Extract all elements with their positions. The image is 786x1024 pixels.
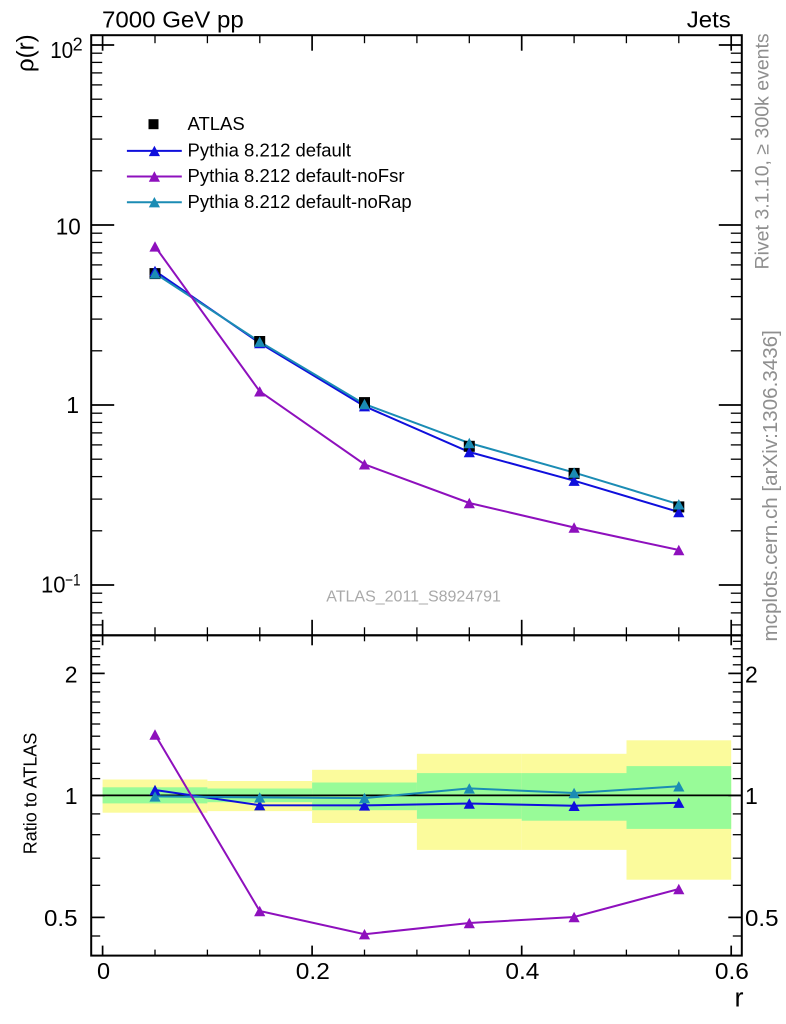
svg-text:Pythia 8.212 default-noRap: Pythia 8.212 default-noRap [188, 191, 412, 212]
svg-text:2: 2 [745, 662, 758, 688]
svg-text:r: r [735, 983, 744, 1013]
svg-text:0.6: 0.6 [715, 958, 749, 984]
svg-text:1: 1 [66, 392, 79, 418]
svg-text:0.5: 0.5 [745, 905, 779, 931]
svg-text:10: 10 [50, 37, 73, 63]
svg-text:Pythia 8.212 default-noFsr: Pythia 8.212 default-noFsr [188, 165, 405, 186]
svg-text:Ratio to ATLAS: Ratio to ATLAS [21, 733, 41, 855]
svg-text:Pythia 8.212 default: Pythia 8.212 default [188, 140, 352, 161]
svg-text:0.5: 0.5 [44, 905, 78, 931]
svg-text:2: 2 [73, 35, 83, 55]
svg-text:7000 GeV pp: 7000 GeV pp [102, 7, 244, 33]
svg-text:Jets: Jets [687, 7, 731, 33]
svg-text:ρ(r): ρ(r) [13, 34, 40, 72]
svg-text:ATLAS_2011_S8924791: ATLAS_2011_S8924791 [326, 589, 501, 606]
svg-text:0.4: 0.4 [505, 958, 539, 984]
svg-text:10: 10 [56, 214, 81, 240]
svg-text:1: 1 [745, 783, 758, 809]
svg-text:1: 1 [65, 783, 78, 809]
svg-text:0: 0 [97, 958, 110, 984]
svg-text:mcplots.cern.ch [arXiv:1306.34: mcplots.cern.ch [arXiv:1306.3436] [759, 330, 782, 641]
svg-text:0.2: 0.2 [296, 958, 330, 984]
svg-text:10: 10 [41, 572, 66, 598]
svg-text:2: 2 [65, 662, 78, 688]
svg-text:−1: −1 [65, 572, 81, 590]
svg-text:ATLAS: ATLAS [188, 113, 245, 134]
svg-text:Rivet 3.1.10, ≥ 300k events: Rivet 3.1.10, ≥ 300k events [751, 33, 773, 269]
